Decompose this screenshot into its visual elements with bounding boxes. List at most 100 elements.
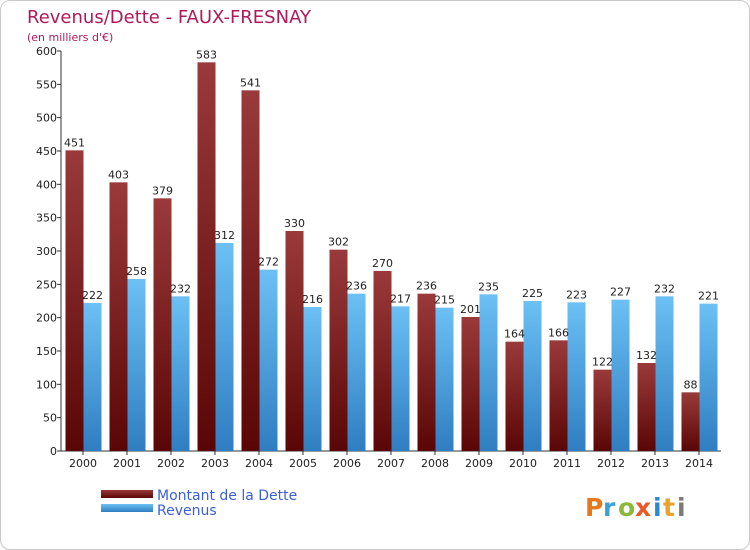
data-label-revenue: 312 (214, 229, 235, 242)
data-label-revenue: 258 (126, 265, 147, 278)
data-label-revenue: 215 (434, 294, 455, 307)
logo-letter: P (585, 493, 603, 522)
bar-revenue (655, 296, 674, 451)
y-tick-label: 350 (36, 212, 57, 225)
legend-swatch-debt (101, 490, 153, 498)
data-label-debt: 451 (64, 136, 85, 149)
bar-revenue (611, 299, 630, 451)
x-tick-label: 2004 (245, 457, 273, 470)
y-tick-label: 450 (36, 145, 57, 158)
data-label-debt: 166 (548, 326, 569, 339)
bar-debt (681, 392, 700, 451)
x-tick-label: 2007 (377, 457, 405, 470)
data-label-debt: 270 (372, 257, 393, 270)
y-tick-label: 0 (50, 445, 57, 458)
y-tick-label: 600 (36, 45, 57, 58)
chart-title: Revenus/Dette - FAUX-FRESNAY (27, 7, 312, 28)
bar-debt (329, 249, 348, 451)
chart-subtitle: (en milliers d'€) (27, 31, 113, 44)
bar-debt (461, 317, 480, 451)
x-tick-label: 2003 (201, 457, 229, 470)
x-tick-label: 2005 (289, 457, 317, 470)
legend-swatch-revenue (101, 504, 153, 512)
bar-revenue (259, 269, 278, 451)
data-label-debt: 236 (416, 280, 437, 293)
bar-debt (197, 62, 216, 451)
y-tick-label: 550 (36, 78, 57, 91)
x-tick-label: 2010 (509, 457, 537, 470)
bar-revenue (303, 307, 322, 451)
data-label-revenue: 225 (522, 287, 543, 300)
axes: 0 50 100 150 200 250 300 350 400 450 500 550 600 2000… (36, 45, 721, 470)
legend-label-debt: Montant de la Dette (157, 488, 297, 504)
x-tick-label: 2013 (641, 457, 669, 470)
bars-group (65, 62, 718, 452)
bar-revenue (391, 306, 410, 451)
data-label-debt: 164 (504, 328, 525, 341)
data-label-revenue: 236 (346, 280, 367, 293)
bar-debt (417, 293, 436, 451)
data-label-revenue: 222 (82, 289, 103, 302)
bar-debt (593, 369, 612, 451)
bar-debt (637, 363, 656, 451)
x-tick-label: 2014 (685, 457, 713, 470)
data-label-debt: 583 (196, 48, 217, 61)
bar-debt (109, 182, 128, 452)
data-label-revenue: 227 (610, 286, 631, 299)
legend: Montant de la Dette Revenus (101, 488, 297, 519)
bar-revenue (699, 303, 718, 451)
y-tick-label: 200 (36, 312, 57, 325)
data-label-debt: 88 (684, 378, 698, 391)
y-tick-label: 100 (36, 378, 57, 391)
data-label-debt: 403 (108, 168, 129, 181)
y-tick-label: 400 (36, 178, 57, 191)
bar-revenue (83, 303, 102, 451)
data-label-debt: 122 (592, 356, 613, 369)
logo-letter: t (663, 493, 675, 522)
logo-letter: x (635, 493, 651, 522)
x-tick-label: 2012 (597, 457, 625, 470)
data-label-revenue: 216 (302, 293, 323, 306)
data-label-debt: 132 (636, 349, 657, 362)
bar-revenue (479, 294, 498, 451)
logo-letter: i (653, 493, 662, 522)
data-label-revenue: 221 (698, 290, 719, 303)
data-label-debt: 379 (152, 184, 173, 197)
bar-debt (373, 271, 392, 451)
data-label-revenue: 232 (654, 282, 675, 295)
bar-revenue (215, 243, 234, 451)
data-label-debt: 541 (240, 76, 261, 89)
y-tick-label: 250 (36, 278, 57, 291)
y-tick-label: 150 (36, 345, 57, 358)
logo-letter: r (603, 493, 616, 522)
logo-letter: o (618, 493, 635, 522)
bar-revenue (567, 302, 586, 451)
x-tick-label: 2001 (113, 457, 141, 470)
bar-debt (285, 231, 304, 451)
y-tick-label: 500 (36, 112, 57, 125)
data-label-revenue: 232 (170, 282, 191, 295)
x-tick-label: 2006 (333, 457, 361, 470)
data-label-debt: 201 (460, 303, 481, 316)
data-label-revenue: 235 (478, 280, 499, 293)
data-label-revenue: 223 (566, 288, 587, 301)
bar-debt (505, 341, 524, 451)
data-label-revenue: 272 (258, 256, 279, 269)
bar-revenue (523, 301, 542, 451)
bar-revenue (347, 293, 366, 451)
bar-debt (549, 340, 568, 451)
data-label-revenue: 217 (390, 292, 411, 305)
x-tick-label: 2009 (465, 457, 493, 470)
logo-letter: i (677, 493, 686, 522)
bar-debt (153, 198, 172, 451)
bar-revenue (171, 296, 190, 451)
bar-debt (65, 150, 84, 452)
bar-debt (241, 90, 260, 451)
x-tick-label: 2002 (157, 457, 185, 470)
x-tick-label: 2008 (421, 457, 449, 470)
bar-revenue (435, 307, 454, 451)
legend-label-revenue: Revenus (157, 503, 217, 519)
data-label-debt: 330 (284, 217, 305, 230)
